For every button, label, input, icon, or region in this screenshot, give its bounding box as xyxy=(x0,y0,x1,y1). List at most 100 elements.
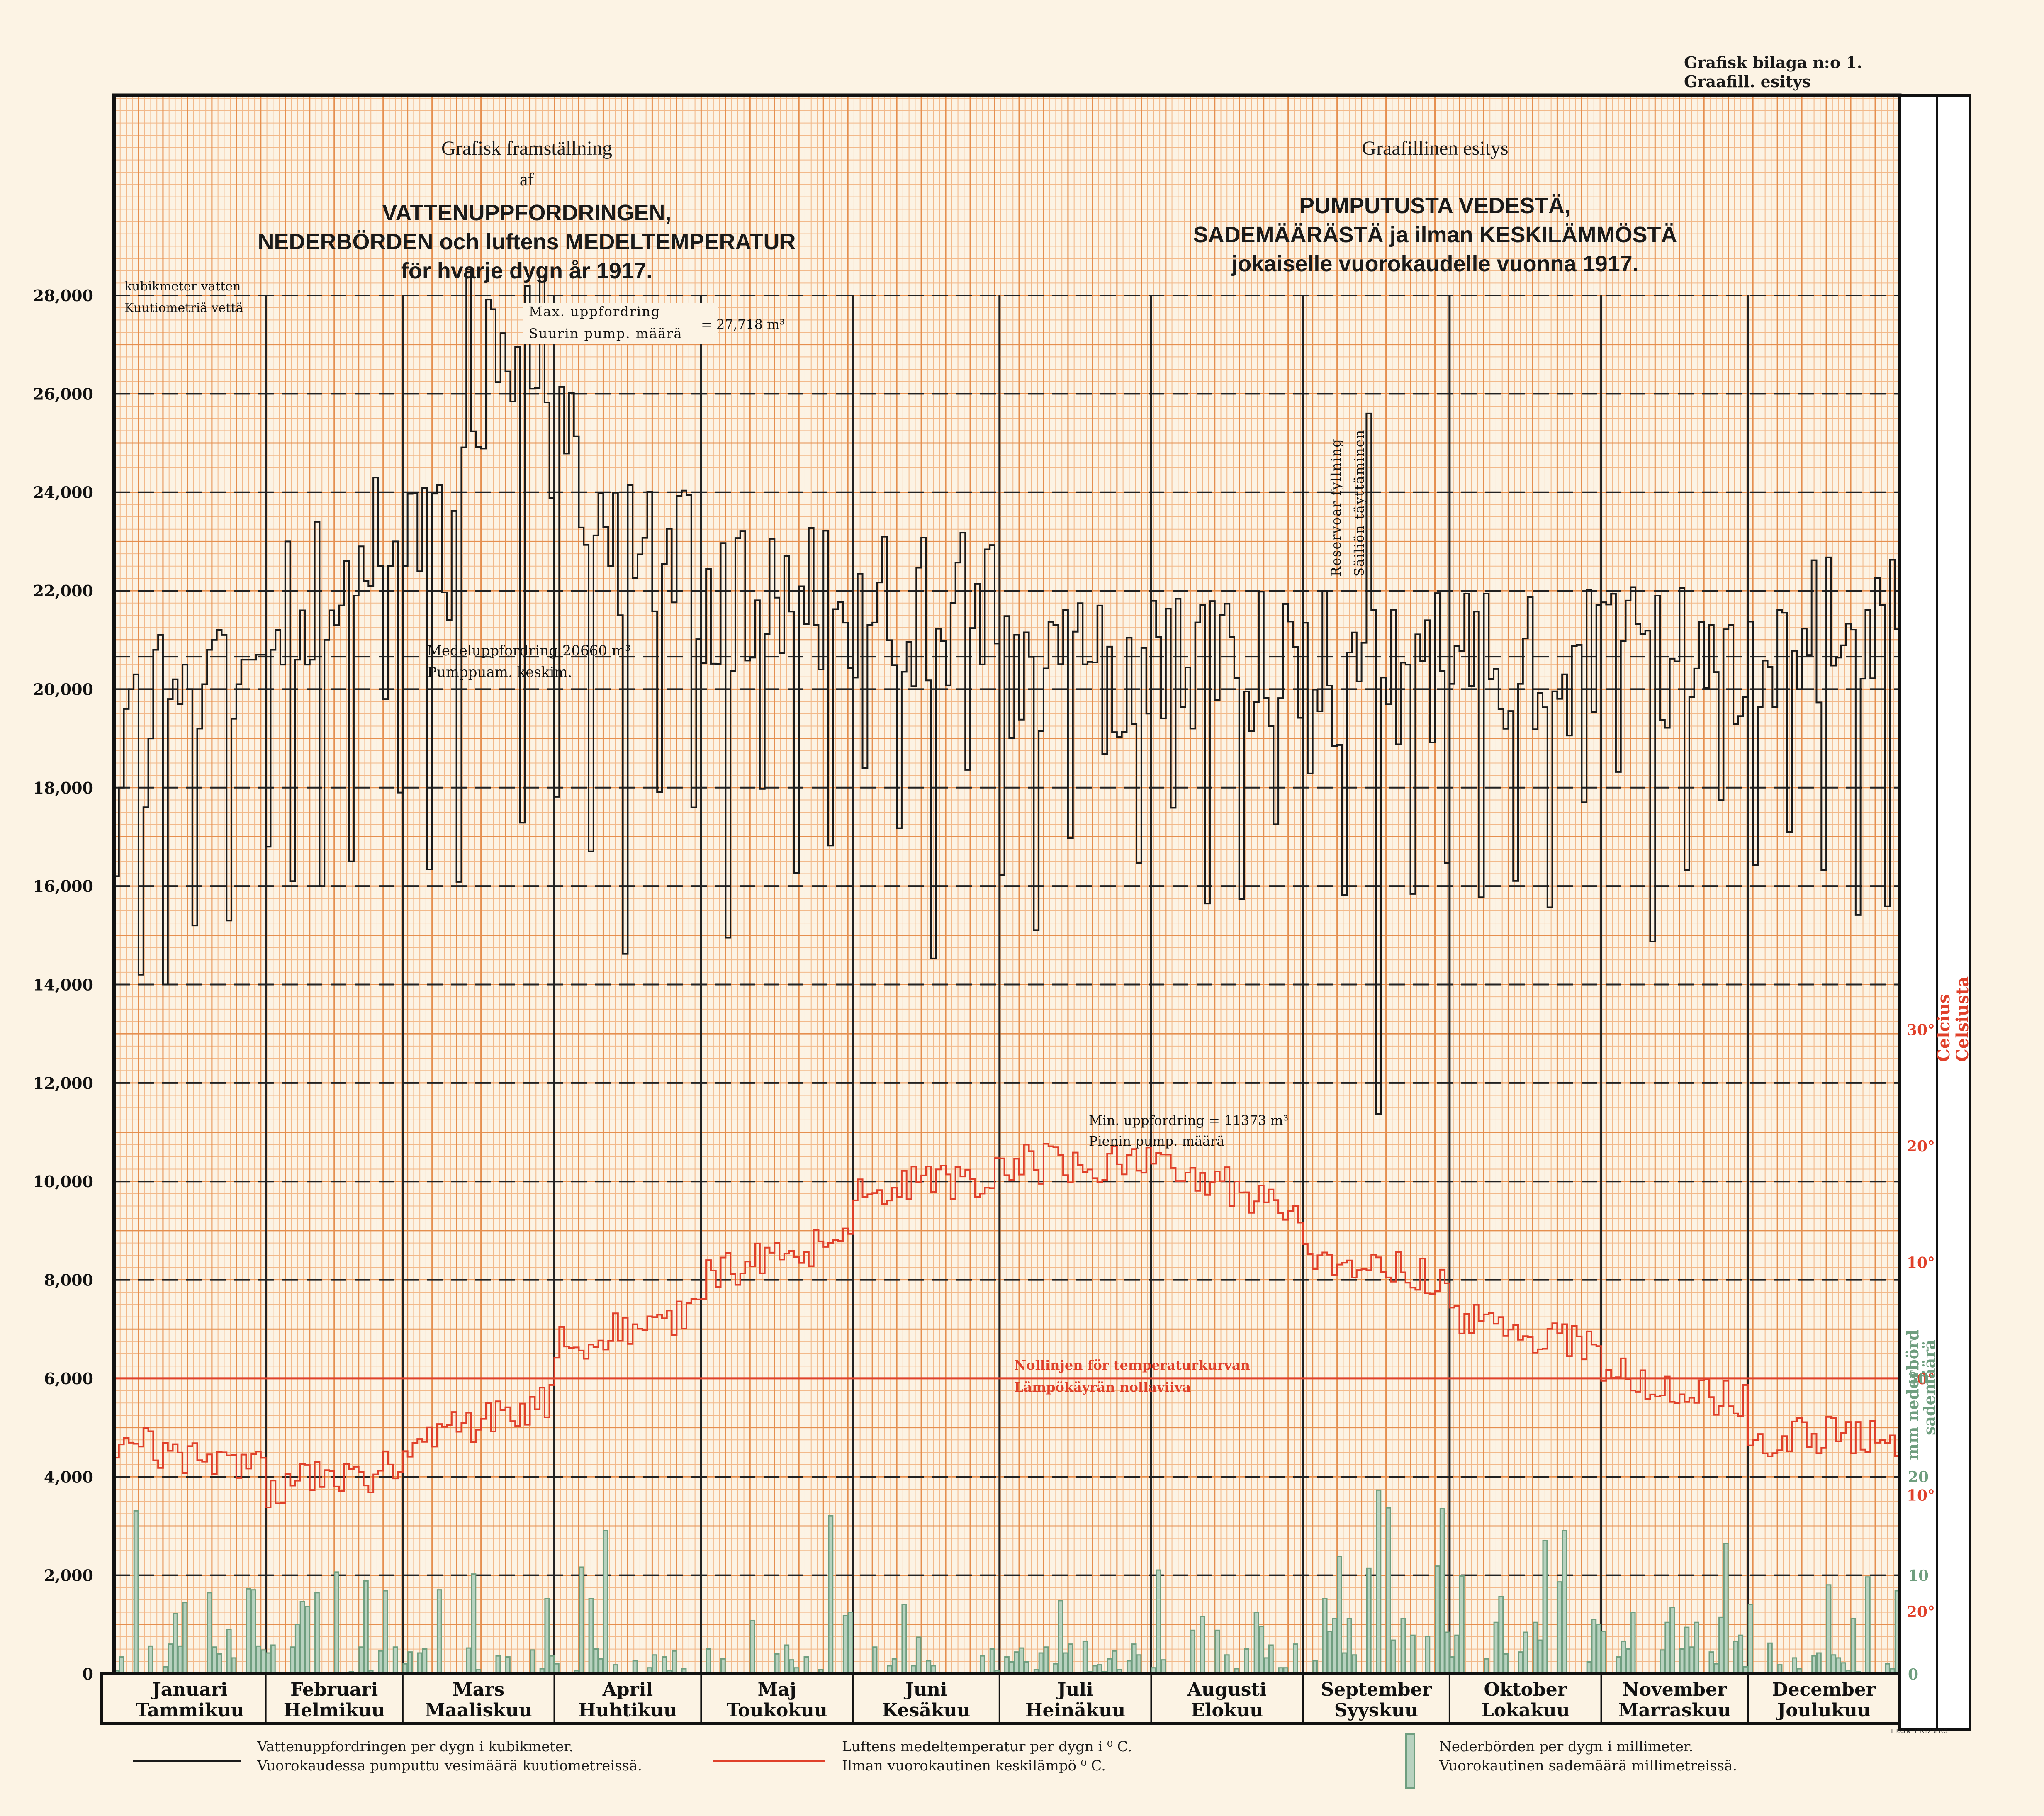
precipitation-bar xyxy=(1346,1618,1352,1675)
month-label-sv: Maj xyxy=(758,1679,796,1700)
precipitation-bar xyxy=(260,1649,266,1675)
precipitation-bar xyxy=(598,1658,603,1675)
precipitation-bar xyxy=(1439,1508,1445,1675)
precipitation-bar xyxy=(1312,1660,1318,1675)
precipitation-bar xyxy=(749,1619,755,1675)
month-label-fi: Huhtikuu xyxy=(579,1700,677,1721)
temperature-tick-label: 20° xyxy=(1907,1138,1935,1155)
precipitation-bar xyxy=(1523,1631,1528,1675)
precipitation-bar xyxy=(1621,1640,1626,1675)
precipitation-bar xyxy=(1253,1612,1259,1675)
precipitation-bar xyxy=(270,1644,276,1675)
precipitation-bar xyxy=(1811,1655,1817,1675)
precipitation-bar xyxy=(148,1645,153,1675)
precipitation-bar xyxy=(314,1592,320,1675)
precipitation-bar xyxy=(290,1646,295,1675)
month-label-fi: Elokuu xyxy=(1191,1700,1263,1721)
precipitation-bar xyxy=(901,1604,907,1675)
zero-line-annotation-sv: Nollinjen för temperaturkurvan xyxy=(1014,1357,1250,1373)
month-label-fi: Maaliskuu xyxy=(425,1700,532,1721)
precipitation-bar xyxy=(1268,1644,1274,1675)
precipitation-bar xyxy=(1503,1653,1509,1675)
month-label-sv: Oktober xyxy=(1484,1679,1567,1700)
precipitation-bar xyxy=(1136,1654,1142,1675)
precipitation-bar xyxy=(1435,1565,1440,1675)
month-label-fi: Joulukuu xyxy=(1776,1700,1871,1721)
precipitation-bar xyxy=(1557,1581,1562,1675)
precipitation-bar xyxy=(1669,1607,1675,1675)
precipitation-bar xyxy=(989,1648,995,1675)
precipitation-bar xyxy=(1341,1652,1347,1675)
precipitation-bar xyxy=(212,1646,217,1675)
precipitation-bar xyxy=(544,1598,550,1675)
precipitation-bar xyxy=(891,1658,897,1675)
precipitation-bar xyxy=(926,1660,932,1675)
precipitation-bar xyxy=(168,1643,173,1675)
y-axis-label-fi: Kuutiometriä vettä xyxy=(124,301,243,315)
precipitation-bar xyxy=(246,1588,251,1675)
precipitation-bar xyxy=(363,1580,369,1675)
precipitation-bar xyxy=(1126,1660,1132,1675)
y-axis-tick-label: 4,000 xyxy=(44,1468,93,1486)
precipitation-bar xyxy=(133,1510,139,1675)
precipitation-tick-label: 20 xyxy=(1908,1468,1929,1486)
precipitation-bar xyxy=(1532,1621,1538,1675)
precipitation-bar xyxy=(1718,1616,1724,1675)
precipitation-bar xyxy=(1738,1634,1744,1675)
precipitation-bar xyxy=(177,1645,183,1675)
precipitation-bar xyxy=(294,1624,300,1675)
blank-column xyxy=(1936,94,1971,1731)
title-fi-main-1: PUMPUTUSTA VEDESTÄ, xyxy=(1299,193,1571,218)
precipitation-bar xyxy=(304,1606,310,1675)
precipitation-bar xyxy=(407,1651,413,1675)
temperature-tick-label: 10° xyxy=(1907,1254,1935,1271)
precipitation-bar xyxy=(774,1653,780,1675)
month-label-sv: Juni xyxy=(903,1679,947,1700)
precipitation-bar xyxy=(1591,1619,1597,1675)
month-label-sv: Januari xyxy=(151,1679,228,1700)
temperature-axis-label-sv: Celcius xyxy=(1934,994,1954,1062)
precipitation-bar xyxy=(217,1653,222,1675)
precipitation-bar xyxy=(265,1652,271,1675)
y-axis-tick-label: 12,000 xyxy=(33,1074,93,1093)
precipitation-bar xyxy=(1019,1647,1024,1675)
precipitation-bar xyxy=(422,1648,428,1675)
month-label-fi: Tammikuu xyxy=(136,1700,244,1721)
title-fi-line1: Graafillinen esitys xyxy=(1362,137,1509,159)
precipitation-bar xyxy=(226,1629,232,1675)
precipitation-bar xyxy=(1200,1616,1205,1675)
month-label-sv: November xyxy=(1623,1679,1727,1700)
legend-precip-swatch xyxy=(1405,1733,1415,1789)
temperature-tick-label: 20° xyxy=(1907,1603,1935,1621)
month-label-fi: Marraskuu xyxy=(1618,1700,1731,1721)
month-label-fi: Kesäkuu xyxy=(882,1700,970,1721)
precipitation-bar xyxy=(1161,1659,1166,1675)
y-axis-tick-label: 26,000 xyxy=(33,385,93,403)
precipitation-bar xyxy=(334,1571,340,1675)
precipitation-bar xyxy=(1449,1656,1455,1675)
precipitation-bar xyxy=(1562,1530,1567,1675)
min-annotation-fi: Pienin pump. määrä xyxy=(1089,1133,1224,1149)
precipitation-bar xyxy=(1337,1556,1342,1675)
precipitation-bar xyxy=(1747,1604,1753,1675)
y-axis-tick-label: 8,000 xyxy=(44,1271,93,1290)
precipitation-bar xyxy=(842,1615,848,1675)
precipitation-bar xyxy=(1131,1643,1137,1675)
precipitation-bar xyxy=(1444,1631,1450,1675)
title-finnish: Graafillinen esitys PUMPUTUSTA VEDESTÄ, … xyxy=(1145,137,1725,278)
precipitation-bar xyxy=(1366,1567,1372,1675)
legend-precip-sv: Nederbörden per dygn i millimeter. xyxy=(1439,1738,1694,1755)
month-label-sv: April xyxy=(602,1679,653,1700)
precipitation-bar xyxy=(471,1573,477,1675)
y-axis-tick-label: 16,000 xyxy=(33,877,93,896)
temperature-tick-label: 0° xyxy=(1917,1371,1935,1388)
precipitation-bar xyxy=(603,1530,608,1675)
title-sv-main-2: NEDERBÖRDEN och luftens MEDELTEMPERATUR xyxy=(258,229,796,254)
reservoir-annotation-fi: Säiliön täyttäminen xyxy=(1351,429,1367,577)
precipitation-bar xyxy=(1043,1646,1049,1675)
precipitation-bar xyxy=(720,1658,726,1675)
precipitation-bar xyxy=(1386,1507,1391,1675)
precipitation-bar xyxy=(803,1656,809,1675)
grid xyxy=(113,95,1901,1675)
legend-temp-sv: Luftens medeltemperatur per dygn i ⁰ C. xyxy=(842,1738,1132,1755)
